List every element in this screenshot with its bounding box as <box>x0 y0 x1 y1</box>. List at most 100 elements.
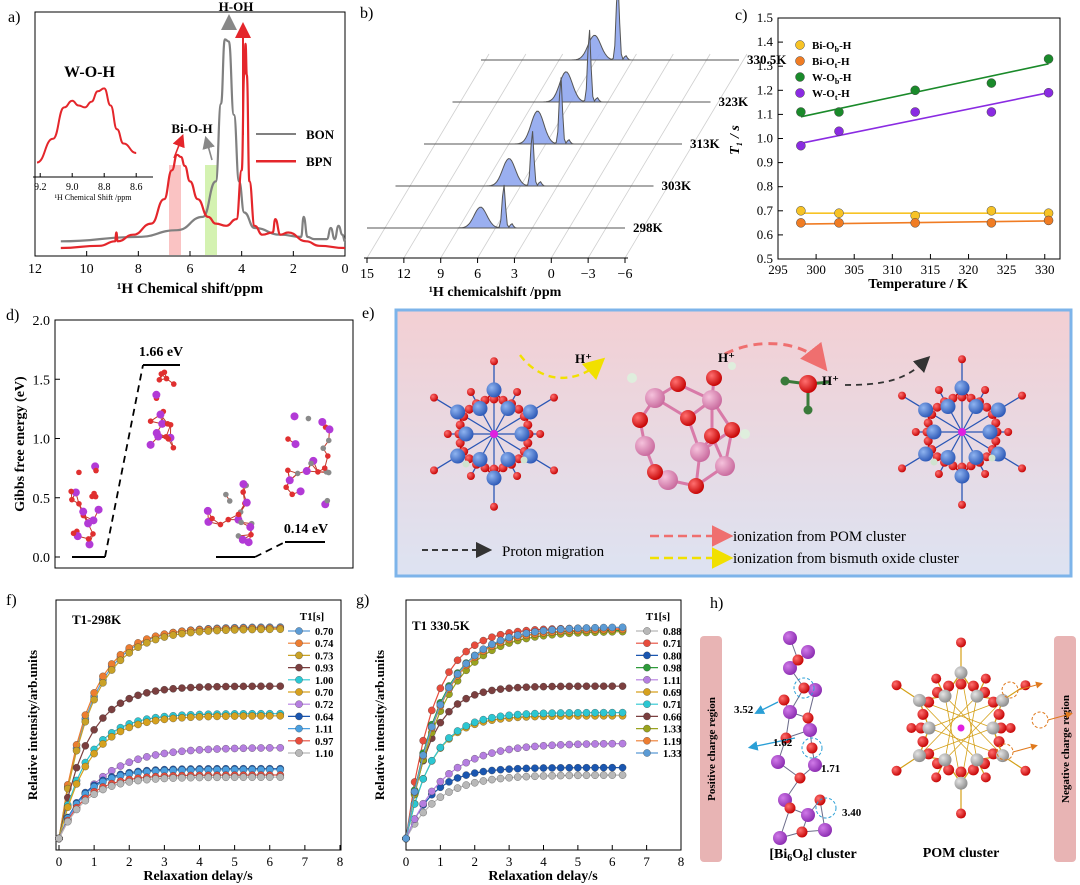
c-fit-W-Ob-H <box>800 63 1049 118</box>
h-pom-oxygen <box>1020 765 1031 776</box>
b-tick-label-4: 3 <box>511 267 518 282</box>
c-legend-marker-Bi-Ob-H <box>795 40 805 50</box>
e-bismuth-oxygen <box>704 428 720 444</box>
h-pom-oxygen <box>1005 723 1016 733</box>
g-point-0-18 <box>556 771 565 780</box>
panel-f-label: f) <box>6 592 17 609</box>
d-structure-2-atom <box>170 444 177 451</box>
d-structure-3-atom <box>240 489 246 495</box>
g-point-2-24 <box>608 763 617 772</box>
e-pom-left-hydrogen <box>462 460 470 468</box>
g-point-7-6 <box>453 700 462 708</box>
f-point-6-19 <box>222 744 230 753</box>
g-point-10-20 <box>574 624 582 633</box>
f-point-2-18 <box>213 626 221 635</box>
c-fit-W-Ot-H <box>800 91 1049 145</box>
f-legend-marker-3 <box>295 663 303 672</box>
g-point-7-21 <box>582 682 591 690</box>
e-pom-left-tungsten <box>450 404 466 420</box>
g-point-7-17 <box>548 682 556 691</box>
h-bi-atom <box>808 758 822 772</box>
panel-b-spectra <box>367 0 739 229</box>
annotation-bi-o-h: Bi-O-H <box>171 121 212 136</box>
h-pom-oxygen <box>906 723 917 733</box>
e-pom-right-tungsten <box>918 446 934 462</box>
h-pom-oxygen <box>891 680 902 691</box>
d-structure-2-atom <box>146 440 155 449</box>
h-pom-bond <box>944 700 1003 761</box>
f-legend-label-9: 0.97 <box>315 737 333 748</box>
h-pom-oxygen <box>891 765 902 776</box>
f-point-10-4 <box>90 790 98 798</box>
b-temp-303K: 303K <box>662 178 693 193</box>
panel-c-points <box>796 54 1054 228</box>
f-point-5-23 <box>257 712 265 720</box>
d-structure-1-atom <box>79 507 88 516</box>
b-spectrum-313K <box>424 77 682 145</box>
e-pom-left-tungsten <box>514 426 530 442</box>
d-structure-2-atom <box>158 419 167 428</box>
g-point-10-16 <box>539 627 548 635</box>
g-point-6-22 <box>591 708 599 717</box>
e-pom-right-oxygen <box>1018 391 1027 400</box>
b-grid-line-1 <box>403 53 527 259</box>
d-structure-1-atom <box>76 500 82 507</box>
f-xtick-label-8: 8 <box>337 854 344 869</box>
e-pom-right-hydrogen <box>988 454 996 462</box>
d-structure-2-atom <box>147 418 154 425</box>
f-point-10-0 <box>55 834 63 843</box>
g-point-7-23 <box>599 682 608 690</box>
e-pom-right-tungsten <box>940 399 956 415</box>
g-legend-marker-2 <box>643 651 651 660</box>
g-point-1-3 <box>428 706 436 715</box>
d-structure-4-atom <box>289 491 296 498</box>
g-point-4-23 <box>599 740 608 748</box>
g-point-1-8 <box>470 641 479 649</box>
h-pom-oxygen <box>987 696 999 708</box>
panel-g-axes: 0 1 2 3 4 5 6 7 8 <box>403 845 684 869</box>
f-legend-marker-9 <box>295 737 303 745</box>
g-point-6-12 <box>505 711 513 720</box>
g-legend-marker-0 <box>643 627 651 635</box>
h-pom-oxygen <box>993 708 1005 720</box>
f-point-2-15 <box>186 628 195 637</box>
g-point-7-25 <box>618 682 627 690</box>
b-fill-323K <box>452 29 711 102</box>
e-bismuth-oxygen <box>680 410 696 426</box>
h-pom-oxygen <box>987 748 999 760</box>
c-point-Bi-Ot-H-323 <box>986 218 997 228</box>
g-point-2-11 <box>496 765 505 774</box>
f-point-2-10 <box>143 639 151 647</box>
g-point-0-14 <box>522 772 531 781</box>
e-pom-right-oxygen <box>991 418 1001 428</box>
f-point-3-12 <box>160 685 169 694</box>
panel-e-clusters <box>429 355 1027 511</box>
f-point-10-7 <box>116 779 125 788</box>
h-dipole-arrow-2 <box>747 737 796 751</box>
f-point-6-21 <box>239 744 248 753</box>
f-legend-label-10: 1.10 <box>315 749 333 760</box>
g-point-2-13 <box>513 764 522 773</box>
c-xtick-label-295: 295 <box>768 262 788 277</box>
g-point-0-5 <box>445 788 453 796</box>
panel-d-axes: 0.0 0.5 1.0 1.5 2.0 <box>33 314 60 566</box>
f-point-5-14 <box>178 714 186 722</box>
g-legend-label-8: 1.33 <box>663 725 681 736</box>
e-pom-right-tungsten <box>954 380 970 396</box>
d-structure-1-atom <box>70 530 77 537</box>
g-curve-4 <box>405 743 623 839</box>
g-point-4-3 <box>428 787 436 796</box>
f-point-5-1 <box>64 803 72 811</box>
g-legend-marker-6 <box>643 700 651 708</box>
h-pom-oxygen <box>980 772 991 783</box>
f-point-5-11 <box>151 716 160 725</box>
g-point-4-9 <box>479 751 488 760</box>
e-pom-left-oxygen <box>455 438 465 448</box>
g-point-7-15 <box>531 683 539 691</box>
f-legend-marker-2 <box>295 651 303 660</box>
d-structure-4-atom <box>318 417 327 426</box>
h-pom-oxygen <box>967 764 979 776</box>
e-pom-right-tungsten <box>918 402 934 418</box>
f-point-5-8 <box>125 723 134 732</box>
f-legend-label-8: 1.11 <box>315 725 333 736</box>
